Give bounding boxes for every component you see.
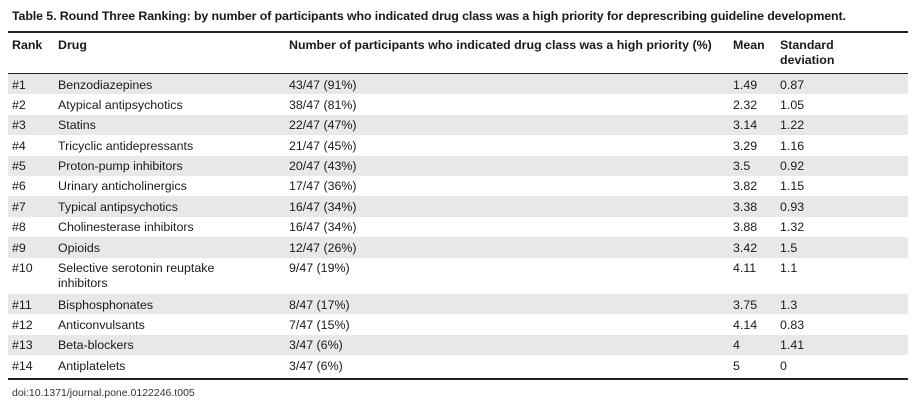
header-rank: Rank xyxy=(12,38,43,52)
cell-rank: #5 xyxy=(8,155,54,176)
cell-sd: 0 xyxy=(780,358,787,373)
cell-drug: Cholinesterase inhibitors xyxy=(58,220,194,235)
ranking-table: #1 Benzodiazepines 43/47 (91%) 1.49 0.87… xyxy=(8,74,908,376)
table-caption: Table 5. Round Three Ranking: by number … xyxy=(12,9,846,23)
cell-rank: #1 xyxy=(8,74,54,95)
cell-drug: Anticonvulsants xyxy=(58,317,145,332)
cell-drug: Atypical antipsychotics xyxy=(58,97,183,112)
cell-mean: 3.5 xyxy=(733,155,780,176)
cell-number: 38/47 (81%) xyxy=(289,97,357,112)
cell-rank: #3 xyxy=(8,114,54,136)
cell-rank: #4 xyxy=(12,138,26,153)
cell-mean: 3.29 xyxy=(733,138,758,153)
cell-mean: 4.11 xyxy=(733,261,757,276)
header-mean: Mean xyxy=(733,38,765,52)
cell-mean: 3.88 xyxy=(733,220,758,235)
cell-number: 8/47 (17%) xyxy=(289,294,733,315)
cell-drug: Statins xyxy=(54,114,289,136)
table-row: #13 Beta-blockers 3/47 (6%) 4 1.41 xyxy=(8,334,908,356)
cell-sd: 1.3 xyxy=(780,294,908,315)
bottom-rule xyxy=(8,378,908,380)
cell-sd: 1.05 xyxy=(780,97,805,112)
cell-mean: 3.82 xyxy=(733,179,758,194)
cell-drug: Bisphosphonates xyxy=(54,294,289,315)
table-row: #11 Bisphosphonates 8/47 (17%) 3.75 1.3 xyxy=(8,294,908,315)
header-number: Number of participants who indicated dru… xyxy=(289,38,712,52)
cell-number: 7/47 (15%) xyxy=(289,317,350,332)
cell-rank: #8 xyxy=(12,220,26,235)
header-rule xyxy=(8,73,908,74)
cell-number: 16/47 (34%) xyxy=(289,220,357,235)
cell-sd: 1.5 xyxy=(780,237,908,258)
table-row: #7 Typical antipsychotics 16/47 (34%) 3.… xyxy=(8,196,908,217)
cell-sd: 1.15 xyxy=(780,179,805,194)
cell-mean: 3.14 xyxy=(733,114,780,136)
table-row: #14 Antiplatelets 3/47 (6%) 5 0 xyxy=(8,355,908,375)
cell-sd: 0.92 xyxy=(780,155,908,176)
cell-rank: #12 xyxy=(12,317,33,332)
cell-mean: 3.38 xyxy=(733,196,780,217)
cell-sd: 1.16 xyxy=(780,138,805,153)
cell-sd: 0.87 xyxy=(780,74,908,95)
table-row: #4 Tricyclic antidepressants 21/47 (45%)… xyxy=(8,135,908,155)
cell-number: 16/47 (34%) xyxy=(289,196,733,217)
table-row: #1 Benzodiazepines 43/47 (91%) 1.49 0.87 xyxy=(8,74,908,95)
cell-number: 20/47 (43%) xyxy=(289,155,733,176)
doi-link[interactable]: doi:10.1371/journal.pone.0122246.t005 xyxy=(12,387,195,399)
cell-drug: Urinary anticholinergics xyxy=(58,179,187,194)
cell-number: 12/47 (26%) xyxy=(289,237,733,258)
cell-mean: 3.75 xyxy=(733,294,780,315)
cell-sd: 1.32 xyxy=(780,220,805,235)
cell-drug: Tricyclic antidepressants xyxy=(58,138,194,153)
table-row: #2 Atypical antipsychotics 38/47 (81%) 2… xyxy=(8,94,908,114)
cell-rank: #13 xyxy=(8,334,54,356)
table-row: #9 Opioids 12/47 (26%) 3.42 1.5 xyxy=(8,237,908,258)
cell-number: 17/47 (36%) xyxy=(289,179,357,194)
cell-drug: Antiplatelets xyxy=(58,358,126,373)
top-rule xyxy=(8,31,908,33)
cell-number: 22/47 (47%) xyxy=(289,114,733,136)
header-drug: Drug xyxy=(58,38,87,52)
cell-drug: Beta-blockers xyxy=(54,334,289,356)
cell-sd: 1.1 xyxy=(780,261,798,276)
cell-rank: #9 xyxy=(8,237,54,258)
table-row: #3 Statins 22/47 (47%) 3.14 1.22 xyxy=(8,114,908,136)
cell-rank: #7 xyxy=(8,196,54,217)
cell-sd: 0.83 xyxy=(780,317,805,332)
cell-mean: 5 xyxy=(733,358,740,373)
cell-sd: 1.41 xyxy=(780,334,908,356)
cell-drug: Selective serotonin reuptake inhibitors xyxy=(58,261,215,290)
cell-drug: Opioids xyxy=(54,237,289,258)
cell-mean: 4 xyxy=(733,334,780,356)
cell-mean: 3.42 xyxy=(733,237,780,258)
cell-sd: 1.22 xyxy=(780,114,908,136)
cell-rank: #6 xyxy=(12,179,26,194)
cell-drug: Proton-pump inhibitors xyxy=(54,155,289,176)
cell-sd: 0.93 xyxy=(780,196,908,217)
cell-rank: #10 xyxy=(12,261,33,276)
header-sd: Standard deviation xyxy=(780,38,835,67)
table-row: #6 Urinary anticholinergics 17/47 (36%) … xyxy=(8,176,908,196)
table-row: #5 Proton-pump inhibitors 20/47 (43%) 3.… xyxy=(8,155,908,176)
cell-rank: #2 xyxy=(12,97,26,112)
table-row: #12 Anticonvulsants 7/47 (15%) 4.14 0.83 xyxy=(8,314,908,334)
cell-number: 3/47 (6%) xyxy=(289,358,343,373)
cell-number: 3/47 (6%) xyxy=(289,334,733,356)
cell-number: 43/47 (91%) xyxy=(289,74,733,95)
cell-rank: #11 xyxy=(8,294,54,315)
cell-mean: 4.14 xyxy=(733,317,758,332)
table-row: #10 Selective serotonin reuptake inhibit… xyxy=(8,258,908,295)
cell-drug: Typical antipsychotics xyxy=(54,196,289,217)
cell-number: 21/47 (45%) xyxy=(289,138,357,153)
cell-mean: 1.49 xyxy=(733,74,780,95)
cell-drug: Benzodiazepines xyxy=(54,74,289,95)
cell-rank: #14 xyxy=(12,358,33,373)
table-row: #8 Cholinesterase inhibitors 16/47 (34%)… xyxy=(8,217,908,237)
cell-number: 9/47 (19%) xyxy=(289,261,350,276)
cell-mean: 2.32 xyxy=(733,97,758,112)
